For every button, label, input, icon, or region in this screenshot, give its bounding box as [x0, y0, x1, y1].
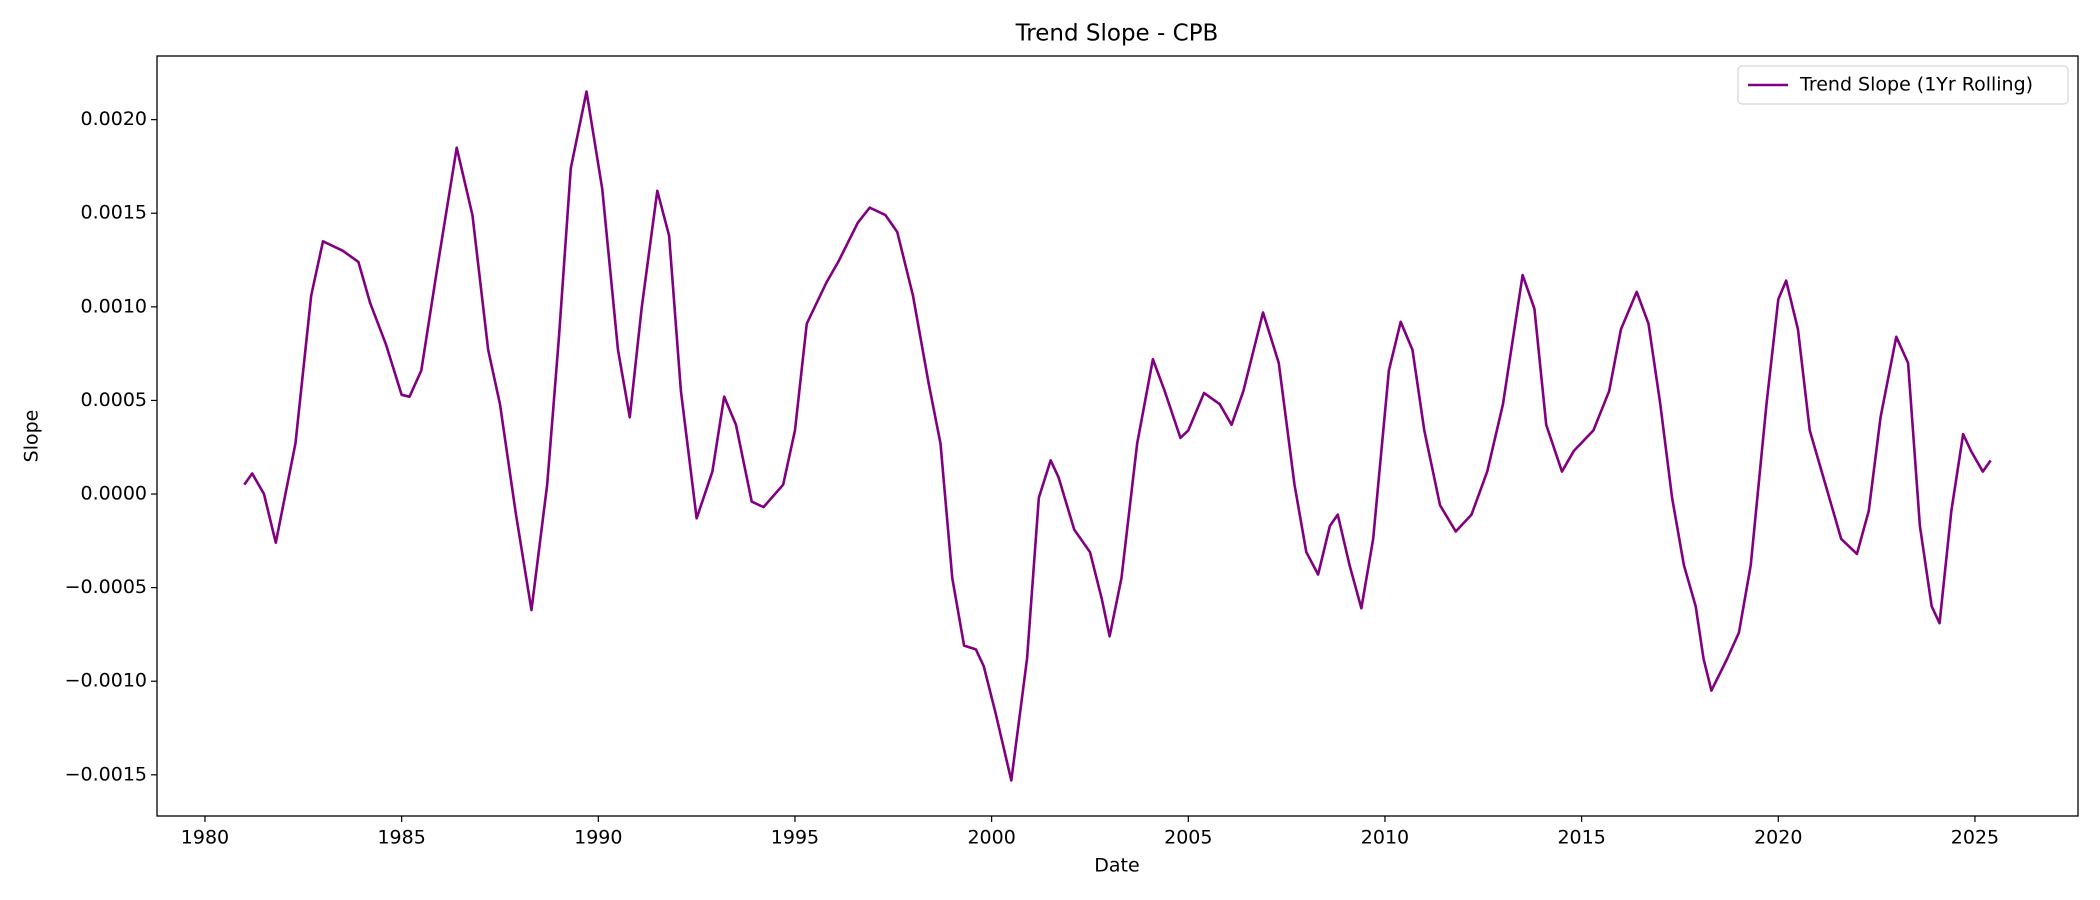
x-tick-label: 2005	[1164, 827, 1212, 849]
chart-title: Trend Slope - CPB	[1015, 21, 1219, 47]
y-tick-label: 0.0015	[81, 202, 147, 224]
y-tick-label: 0.0020	[81, 108, 147, 130]
data-line	[243, 90, 1992, 782]
x-tick-label: 2020	[1754, 827, 1802, 849]
legend-box	[1737, 65, 2069, 105]
y-tick-label: −0.0010	[65, 670, 147, 692]
legend-label: Trend Slope (1Yr Rolling)	[1799, 74, 2033, 96]
x-tick-label: 1995	[771, 827, 819, 849]
x-tick-label: 2025	[1951, 827, 1999, 849]
y-tick-label: −0.0015	[65, 763, 147, 785]
x-tick-label: 1985	[377, 827, 425, 849]
plot-frame	[156, 55, 2079, 817]
x-tick-label: 2010	[1361, 827, 1409, 849]
y-axis-label: Slope	[21, 410, 43, 463]
y-tick-label: 0.0005	[81, 389, 147, 411]
x-tick-label: 1990	[574, 827, 622, 849]
y-tick-label: 0.0010	[81, 295, 147, 317]
y-tick-label: −0.0005	[65, 576, 147, 598]
x-tick-label: 2000	[967, 827, 1015, 849]
y-tick-label: 0.0000	[81, 483, 147, 505]
x-tick-label: 1980	[181, 827, 229, 849]
x-tick-label: 2015	[1557, 827, 1605, 849]
x-axis-label: Date	[1094, 855, 1139, 877]
